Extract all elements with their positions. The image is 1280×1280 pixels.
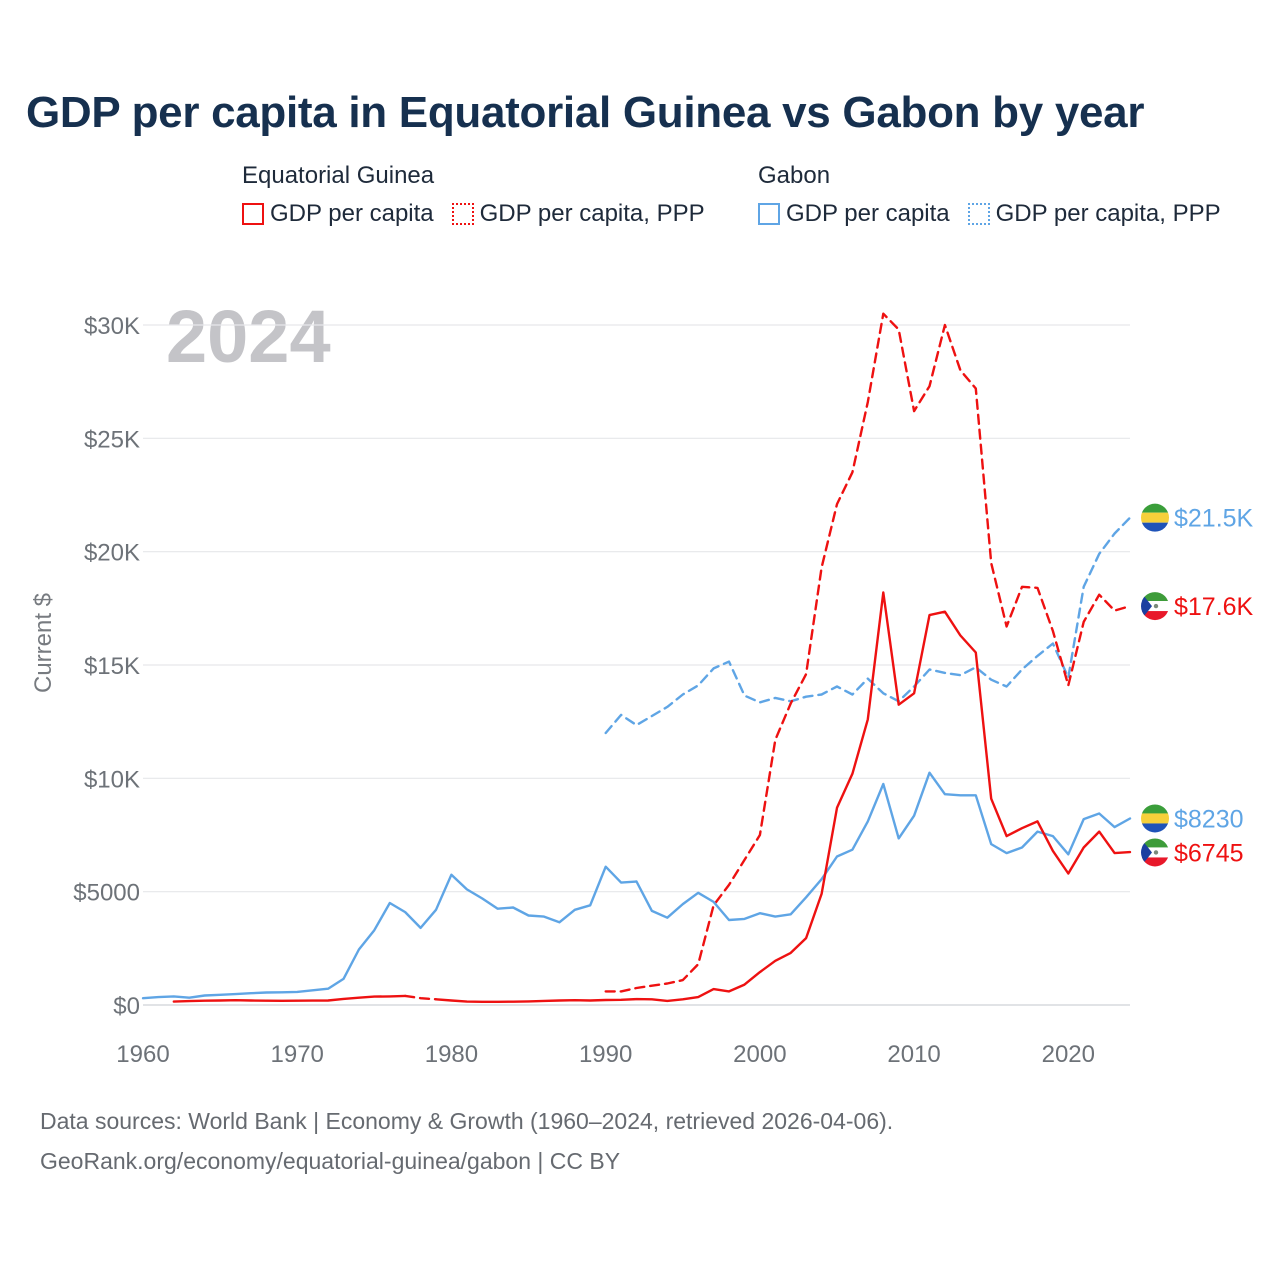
end-value-label: $17.6K <box>1174 593 1254 621</box>
y-tick-label: $5000 <box>73 880 140 907</box>
x-tick-label: 2000 <box>733 1041 786 1068</box>
series-line-equatorial-guinea-gdp-per-capita <box>434 591 1132 1003</box>
legend-group-title: Equatorial Guinea <box>242 162 435 189</box>
y-tick-label: $25K <box>84 426 140 453</box>
series-line-gabon-gdp-per-capita <box>141 771 1132 1000</box>
legend-item-eq-guinea-gdp[interactable]: GDP per capita <box>242 200 434 228</box>
x-tick-label: 2020 <box>1042 1041 1095 1068</box>
legend-swatch-dotted <box>967 203 990 225</box>
x-tick-label: 1970 <box>271 1041 324 1068</box>
x-tick-label: 1980 <box>425 1041 478 1068</box>
series-line-equatorial-guinea-gdp-per-capita <box>172 994 407 1003</box>
legend-group-equatorial-guinea: Equatorial Guinea GDP per capita GDP per… <box>242 162 705 228</box>
legend-label: GDP per capita, PPP <box>479 200 705 227</box>
x-tick-label: 2010 <box>887 1041 940 1068</box>
end-marker-equatorial-guinea-gdp-per-capita: $6745 <box>1141 838 1244 867</box>
legend-label: GDP per capita <box>786 200 950 227</box>
legend-label: GDP per capita <box>270 200 434 227</box>
end-marker-gabon-gdp-per-capita-ppp: $21.5K <box>1141 503 1254 533</box>
y-axis-label: Current $ <box>30 593 57 693</box>
footer-url[interactable]: GeoRank.org/economy/equatorial-guinea/ga… <box>40 1148 621 1174</box>
gabon-flag-icon <box>1141 503 1169 532</box>
end-value-label: $21.5K <box>1174 505 1254 533</box>
legend-item-gabon-gdp-ppp[interactable]: GDP per capita, PPP <box>967 200 1221 228</box>
end-value-label: $8230 <box>1174 805 1244 833</box>
equatorial-guinea-flag-icon <box>1141 592 1169 621</box>
series-line-gabon-gdp-per-capita-ppp <box>604 516 1132 735</box>
legend-swatch-dotted <box>451 203 474 225</box>
legend-swatch-solid <box>242 203 264 225</box>
series-line-equatorial-guinea-gdp-per-capita-ppp <box>604 312 1132 993</box>
equatorial-guinea-flag-icon <box>1141 838 1169 867</box>
legend-item-gabon-gdp[interactable]: GDP per capita <box>758 200 950 228</box>
legend-label: GDP per capita, PPP <box>995 200 1221 227</box>
chart-title: GDP per capita in Equatorial Guinea vs G… <box>26 88 1145 137</box>
legend-swatch-solid <box>758 203 780 225</box>
end-value-label: $6745 <box>1174 839 1244 867</box>
series-gap-equatorial-guinea-gdp-per-capita <box>404 994 438 1001</box>
y-tick-label: $15K <box>84 653 140 680</box>
y-tick-label: $10K <box>84 766 140 793</box>
y-tick-label: $30K <box>84 313 140 340</box>
legend-group-gabon: Gabon GDP per capita GDP per capita, PPP <box>758 162 1221 228</box>
legend-group-title: Gabon <box>758 162 831 189</box>
y-tick-label: $0 <box>113 993 140 1020</box>
legend-item-eq-guinea-gdp-ppp[interactable]: GDP per capita, PPP <box>451 200 705 228</box>
x-tick-label: 1960 <box>116 1041 169 1068</box>
end-marker-equatorial-guinea-gdp-per-capita-ppp: $17.6K <box>1141 592 1254 621</box>
gabon-flag-icon <box>1141 804 1169 833</box>
y-tick-label: $20K <box>84 540 140 567</box>
x-tick-label: 1990 <box>579 1041 632 1068</box>
year-watermark: 2024 <box>166 295 331 378</box>
end-marker-gabon-gdp-per-capita: $8230 <box>1141 804 1244 833</box>
footer-source: Data sources: World Bank | Economy & Gro… <box>40 1108 894 1134</box>
